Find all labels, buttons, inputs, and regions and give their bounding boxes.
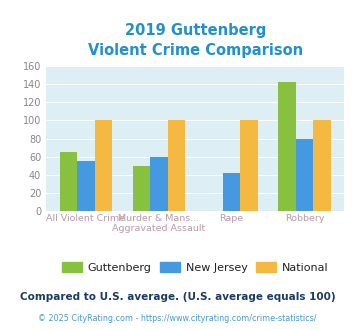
Text: © 2025 CityRating.com - https://www.cityrating.com/crime-statistics/: © 2025 CityRating.com - https://www.city… bbox=[38, 314, 317, 323]
Bar bbox=[223, 173, 240, 211]
Bar bbox=[95, 120, 112, 211]
Bar bbox=[296, 139, 313, 211]
Bar bbox=[77, 161, 95, 211]
Bar bbox=[150, 157, 168, 211]
Bar bbox=[60, 152, 77, 211]
Bar bbox=[168, 120, 185, 211]
Bar bbox=[240, 120, 258, 211]
Bar bbox=[132, 166, 150, 211]
Legend: Guttenberg, New Jersey, National: Guttenberg, New Jersey, National bbox=[58, 257, 333, 277]
Bar bbox=[313, 120, 331, 211]
Title: 2019 Guttenberg
Violent Crime Comparison: 2019 Guttenberg Violent Crime Comparison bbox=[88, 23, 303, 58]
Bar bbox=[278, 82, 296, 211]
Text: Compared to U.S. average. (U.S. average equals 100): Compared to U.S. average. (U.S. average … bbox=[20, 292, 335, 302]
